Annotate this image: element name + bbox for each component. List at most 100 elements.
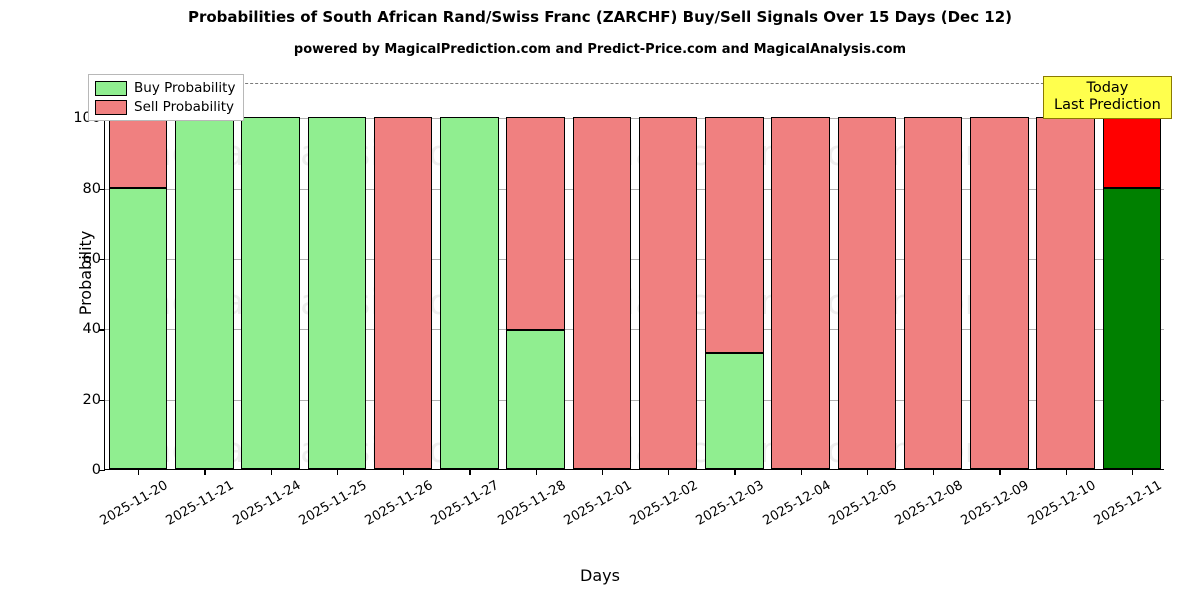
bar-segment-buy: [108, 187, 168, 469]
x-tick-mark: [403, 469, 405, 475]
x-tick-mark: [668, 469, 670, 475]
y-tick-label: 80: [82, 180, 101, 197]
legend-label: Buy Probability: [134, 80, 236, 96]
y-tick-label: 20: [82, 391, 101, 408]
gridline: [105, 258, 1164, 260]
y-tick-label: 40: [82, 321, 101, 338]
x-tick-mark: [204, 469, 206, 475]
x-tick-mark: [999, 469, 1001, 475]
x-tick-label: 2025-12-03: [693, 478, 767, 529]
legend-label: Sell Probability: [134, 99, 235, 115]
gridline: [105, 399, 1164, 401]
y-tick-mark: [99, 470, 105, 472]
bar-segment-sell: [705, 117, 764, 353]
x-tick-label: 2025-11-26: [362, 478, 436, 529]
x-tick-label: 2025-12-08: [892, 478, 966, 529]
legend-swatch-icon: [95, 80, 127, 96]
x-tick-label: 2025-12-01: [561, 478, 635, 529]
bar-2025-11-25[interactable]: [307, 76, 367, 469]
bar-segment-buy: [1102, 187, 1162, 469]
bar-segment-sell: [572, 117, 632, 469]
today-line2: Last Prediction: [1054, 97, 1161, 114]
chart-subtitle: powered by MagicalPrediction.com and Pre…: [293, 42, 907, 57]
bar-segment-buy: [506, 330, 565, 469]
x-tick-label: 2025-12-02: [627, 478, 701, 529]
bar-2025-11-21[interactable]: [175, 76, 234, 469]
gridline: [105, 329, 1164, 331]
bar-2025-12-05[interactable]: [837, 76, 897, 469]
gridline: [105, 188, 1164, 190]
plot-inner: MagicalAnalysis.comMagicalPrediction.com…: [105, 76, 1164, 469]
y-tick-mark: [99, 399, 105, 401]
bar-segment-sell: [903, 117, 963, 469]
bar-segment-sell: [1036, 117, 1095, 469]
x-tick-mark: [933, 469, 935, 475]
bar-2025-12-01[interactable]: [572, 76, 632, 469]
x-tick-mark: [866, 469, 869, 475]
y-tick-mark: [99, 258, 105, 261]
y-axis-label: Probability: [75, 230, 95, 315]
bar-segment-sell: [1102, 117, 1162, 188]
x-tick-mark: [270, 469, 272, 475]
x-tick-label: 2025-12-09: [958, 478, 1032, 529]
gridline: [105, 118, 1164, 120]
x-tick-mark: [1065, 469, 1067, 475]
bar-segment-sell: [373, 117, 433, 469]
x-tick-mark: [469, 469, 471, 475]
x-tick-label: 2025-12-10: [1025, 478, 1099, 529]
x-tick-label: 2025-11-21: [163, 478, 237, 529]
bar-2025-11-28[interactable]: [506, 76, 565, 469]
chart-legend: Buy Probability Sell Probability: [88, 74, 245, 121]
bar-2025-12-11[interactable]: [1102, 76, 1162, 469]
x-tick-label: 2025-11-20: [97, 478, 171, 529]
x-tick-label: 2025-12-11: [1091, 478, 1165, 529]
x-tick-mark: [1131, 469, 1134, 475]
bar-2025-12-08[interactable]: [903, 76, 963, 469]
bar-segment-sell: [970, 117, 1029, 469]
y-tick-mark: [99, 188, 105, 190]
x-tick-mark: [734, 469, 736, 475]
bar-segment-sell: [837, 117, 897, 469]
chart-title: Probabilities of South African Rand/Swis…: [187, 8, 1013, 26]
x-tick-label: 2025-11-28: [495, 478, 569, 529]
bar-segment-buy: [241, 117, 300, 469]
x-tick-label: 2025-11-25: [296, 478, 370, 529]
today-annotation: Today Last Prediction: [1043, 76, 1172, 120]
x-axis-label: Days: [580, 566, 620, 585]
bar-2025-11-24[interactable]: [241, 76, 300, 469]
x-tick-mark: [800, 469, 802, 475]
x-tick-mark: [535, 469, 537, 475]
today-line1: Today: [1086, 80, 1129, 96]
bar-2025-11-26[interactable]: [373, 76, 433, 469]
bar-segment-buy: [175, 117, 234, 469]
reference-line: [105, 83, 1164, 85]
legend-item-sell[interactable]: Sell Probability: [95, 99, 235, 115]
bar-segment-sell: [506, 117, 565, 331]
x-tick-label: 2025-11-27: [428, 478, 502, 529]
bar-segment-buy: [705, 352, 764, 469]
bar-2025-12-04[interactable]: [771, 76, 830, 469]
x-tick-label: 2025-12-04: [760, 478, 834, 529]
y-tick-label: 0: [91, 462, 101, 478]
legend-swatch-icon: [95, 99, 127, 115]
plot-area: Probability MagicalAnalysis.comMagicalPr…: [73, 76, 1164, 478]
bar-segment-buy: [307, 117, 367, 469]
x-tick-mark: [138, 469, 140, 475]
bar-2025-12-03[interactable]: [705, 76, 764, 469]
legend-item-buy[interactable]: Buy Probability: [95, 80, 235, 96]
y-tick-label: 60: [82, 250, 101, 267]
bar-2025-11-27[interactable]: [440, 76, 499, 469]
bar-segment-sell: [108, 117, 168, 188]
bar-segment-sell: [771, 117, 830, 469]
x-tick-mark: [336, 469, 339, 475]
bar-2025-12-09[interactable]: [970, 76, 1029, 469]
bar-segment-sell: [638, 117, 698, 469]
bar-2025-12-10[interactable]: [1036, 76, 1095, 469]
x-tick-mark: [601, 469, 604, 475]
bar-2025-12-02[interactable]: [638, 76, 698, 469]
x-tick-label: 2025-11-24: [230, 478, 304, 529]
y-tick-mark: [99, 329, 105, 331]
bar-segment-buy: [440, 117, 499, 469]
bar-2025-11-20[interactable]: [108, 76, 168, 469]
